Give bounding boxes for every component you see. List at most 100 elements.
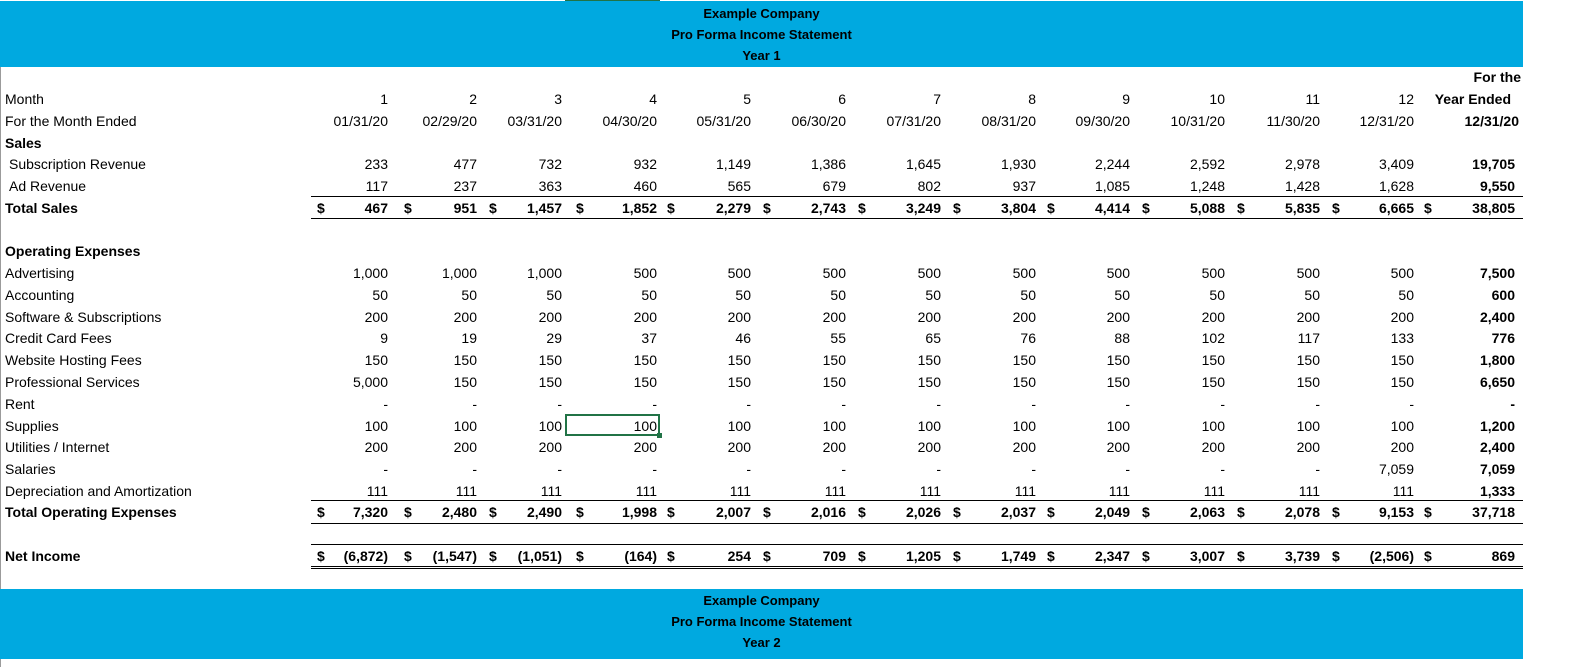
month-date[interactable]: 09/30/20 [1075,113,1131,129]
cell-month-9[interactable]: 200 [1106,308,1130,325]
cell-month-10[interactable]: - [1220,461,1225,478]
cell-month-7[interactable]: 65 [925,330,941,347]
month-number[interactable]: 1 [380,91,388,107]
year-col-date[interactable]: 12/31/20 [1464,113,1520,129]
month-number[interactable]: 5 [743,91,751,107]
cell-month-5[interactable]: 100 [727,417,751,434]
cell-month-1[interactable]: 117 [365,178,388,194]
cell-month-10[interactable]: 102 [1201,330,1225,347]
month-date[interactable]: 11/30/20 [1266,113,1320,129]
cell-year-total[interactable]: 2,400 [1479,308,1515,325]
cell-month-11[interactable]: 1,428 [1284,178,1320,194]
cell-month-9[interactable]: 2,347 [1094,548,1130,564]
cell-month-11[interactable]: 2,978 [1284,156,1320,172]
cell-month-4[interactable]: 1,998 [621,504,657,520]
cell-month-4[interactable]: 50 [641,286,657,303]
cell-month-2[interactable]: 111 [455,483,477,499]
cell-month-1[interactable]: (6,872) [343,548,388,564]
cell-month-6[interactable]: 500 [822,265,846,281]
cell-month-8[interactable]: 50 [1020,286,1036,303]
selected-cell[interactable] [565,414,660,436]
cell-month-6[interactable]: 1,386 [810,156,846,172]
cell-month-11[interactable]: 150 [1296,352,1320,369]
cell-month-2[interactable]: 477 [453,156,477,172]
cell-month-5[interactable]: 2,007 [715,504,751,520]
cell-month-8[interactable]: 76 [1020,330,1036,347]
cell-month-2[interactable]: - [472,395,477,412]
cell-month-8[interactable]: 2,037 [1000,504,1036,520]
cell-month-6[interactable]: 55 [830,330,846,347]
cell-month-1[interactable]: - [383,395,388,412]
month-date[interactable]: 03/31/20 [507,113,563,129]
cell-month-11[interactable]: - [1315,461,1320,478]
cell-month-1[interactable]: 7,320 [352,504,388,520]
cell-month-9[interactable]: 1,085 [1094,178,1130,194]
cell-month-12[interactable]: 7,059 [1378,461,1414,478]
cell-month-5[interactable]: 150 [727,374,751,390]
cell-month-7[interactable]: 500 [917,265,941,281]
fill-handle[interactable] [657,433,662,438]
month-number[interactable]: 12 [1398,91,1414,107]
cell-month-1[interactable]: 50 [372,286,388,303]
cell-month-6[interactable]: 2,016 [810,504,846,520]
cell-month-7[interactable]: 150 [917,374,941,390]
month-number[interactable]: 11 [1305,91,1320,107]
cell-month-8[interactable]: - [1031,395,1036,412]
cell-year-total[interactable]: 776 [1491,330,1515,347]
cell-year-total[interactable]: 7,500 [1479,265,1515,281]
cell-month-3[interactable]: 111 [540,483,562,499]
cell-month-10[interactable]: 50 [1209,286,1225,303]
cell-month-2[interactable]: 19 [461,330,477,347]
cell-month-7[interactable]: 2,026 [905,504,941,520]
month-number[interactable]: 7 [933,91,941,107]
cell-year-total[interactable]: 9,550 [1479,178,1515,194]
cell-month-7[interactable]: 1,645 [905,156,941,172]
cell-month-5[interactable]: 200 [727,439,751,456]
cell-month-9[interactable]: 50 [1114,286,1130,303]
cell-month-9[interactable]: 2,049 [1094,504,1130,520]
cell-month-9[interactable]: 150 [1106,352,1130,369]
cell-year-total[interactable]: 1,333 [1479,483,1515,499]
cell-month-3[interactable]: 200 [538,439,562,456]
cell-month-11[interactable]: 5,835 [1284,200,1320,216]
cell-month-4[interactable]: 150 [633,374,657,390]
cell-month-6[interactable]: 679 [822,178,846,194]
cell-month-1[interactable]: 9 [380,330,388,347]
cell-month-12[interactable]: (2,506) [1369,548,1414,564]
cell-month-4[interactable]: 150 [633,352,657,369]
cell-year-total[interactable]: 38,805 [1472,200,1515,216]
cell-month-5[interactable]: 50 [735,286,751,303]
cell-month-5[interactable]: 254 [727,548,751,564]
cell-month-5[interactable]: 46 [735,330,751,347]
cell-month-5[interactable]: 200 [727,308,751,325]
month-date[interactable]: 01/31/20 [333,113,389,129]
cell-month-2[interactable]: 200 [453,439,477,456]
cell-month-12[interactable]: 200 [1390,439,1414,456]
cell-month-6[interactable]: - [841,395,846,412]
cell-month-5[interactable]: 565 [727,178,751,194]
month-date[interactable]: 06/30/20 [791,113,847,129]
cell-month-9[interactable]: 88 [1114,330,1130,347]
cell-month-1[interactable]: 200 [364,308,388,325]
cell-month-11[interactable]: 117 [1297,330,1320,347]
month-date[interactable]: 04/30/20 [602,113,658,129]
cell-month-3[interactable]: 1,000 [526,265,562,281]
cell-month-11[interactable]: 100 [1296,417,1320,434]
cell-month-5[interactable]: 111 [729,483,751,499]
cell-month-2[interactable]: 951 [453,200,477,216]
month-date[interactable]: 12/31/20 [1359,113,1415,129]
cell-month-2[interactable]: 150 [453,352,477,369]
cell-month-7[interactable]: - [936,461,941,478]
cell-month-1[interactable]: 150 [364,352,388,369]
cell-month-7[interactable]: 200 [917,308,941,325]
cell-month-11[interactable]: 50 [1304,286,1320,303]
cell-month-10[interactable]: 500 [1201,265,1225,281]
cell-month-5[interactable]: 1,149 [715,156,751,172]
month-date[interactable]: 05/31/20 [696,113,752,129]
cell-month-1[interactable]: 467 [364,200,388,216]
cell-month-6[interactable]: 111 [824,483,846,499]
cell-month-6[interactable]: 200 [822,308,846,325]
cell-month-7[interactable]: 200 [917,439,941,456]
cell-month-3[interactable]: 29 [546,330,562,347]
cell-month-9[interactable]: 2,244 [1094,156,1130,172]
